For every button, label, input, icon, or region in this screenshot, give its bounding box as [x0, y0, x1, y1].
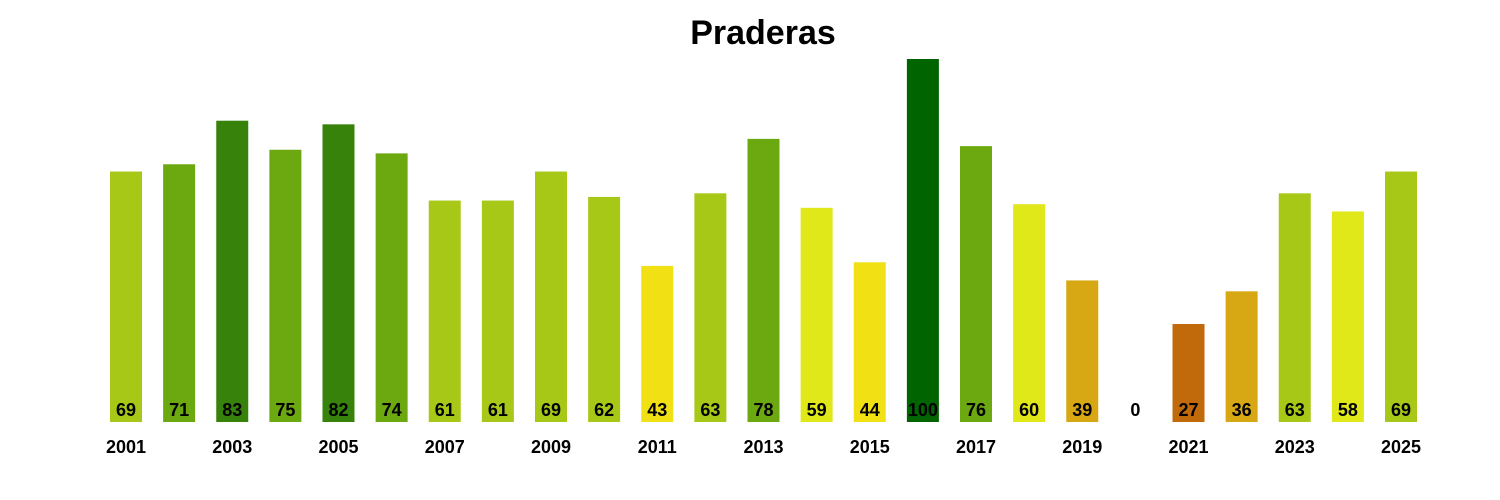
- bar-2016: [906, 59, 939, 422]
- value-label-2022: 36: [1232, 400, 1252, 420]
- value-label-2005: 82: [328, 400, 348, 420]
- value-label-2020: 0: [1130, 400, 1140, 420]
- value-label-2019: 39: [1072, 400, 1092, 420]
- value-label-2024: 58: [1338, 400, 1358, 420]
- value-label-2009: 69: [541, 400, 561, 420]
- bar-2023: [1278, 193, 1311, 422]
- x-tick-label-2005: 2005: [318, 437, 358, 457]
- bar-2008: [481, 200, 514, 422]
- chart-title: Praderas: [690, 14, 836, 52]
- bar-2022: [1225, 291, 1258, 422]
- bar-2018: [1013, 204, 1046, 422]
- bar-2005: [322, 124, 355, 422]
- x-tick-label-2025: 2025: [1381, 437, 1421, 457]
- bar-2009: [535, 171, 567, 422]
- x-tick-label-2013: 2013: [743, 437, 783, 457]
- value-label-2018: 60: [1019, 400, 1039, 420]
- value-label-2015: 44: [860, 400, 880, 420]
- value-label-2012: 63: [700, 400, 720, 420]
- value-label-2004: 75: [275, 400, 295, 420]
- bar-2001: [110, 171, 142, 422]
- x-tick-label-2001: 2001: [106, 437, 146, 457]
- bar-2003: [216, 120, 249, 423]
- value-label-2016: 100: [908, 400, 938, 420]
- value-label-2001: 69: [116, 400, 136, 420]
- bar-2015: [853, 262, 886, 422]
- bar-2021: [1172, 323, 1205, 422]
- x-tick-label-2023: 2023: [1275, 437, 1315, 457]
- x-tick-label-2007: 2007: [425, 437, 465, 457]
- value-label-2011: 43: [647, 400, 667, 420]
- value-label-2002: 71: [169, 400, 189, 420]
- bar-2011: [641, 265, 674, 422]
- bar-2007: [428, 200, 461, 422]
- value-label-2007: 61: [435, 400, 455, 420]
- value-label-2010: 62: [594, 400, 614, 420]
- bar-2013: [747, 138, 780, 423]
- value-label-2023: 63: [1285, 400, 1305, 420]
- bar-2010: [588, 196, 621, 422]
- bar-2024: [1331, 211, 1364, 422]
- bars-group: [110, 59, 1417, 423]
- value-label-2003: 83: [222, 400, 242, 420]
- x-tick-label-2015: 2015: [850, 437, 890, 457]
- x-tick-label-2009: 2009: [531, 437, 571, 457]
- value-label-2014: 59: [807, 400, 827, 420]
- bar-2002: [163, 164, 196, 422]
- x-axis-tick-labels: 2001 2003 2005 2007 2009 2011 2013 2015 2017 2019…: [106, 437, 1421, 457]
- bar-2019: [1066, 280, 1099, 422]
- bar-2006: [375, 153, 408, 422]
- x-tick-label-2011: 2011: [638, 437, 677, 457]
- value-label-2006: 74: [382, 400, 402, 420]
- bar-2014: [800, 207, 833, 422]
- value-label-2025: 69: [1391, 400, 1411, 420]
- value-label-2021: 27: [1178, 400, 1198, 420]
- bar-2017: [960, 146, 992, 422]
- x-tick-label-2021: 2021: [1168, 437, 1208, 457]
- x-tick-label-2003: 2003: [212, 437, 252, 457]
- x-tick-label-2017: 2017: [956, 437, 996, 457]
- bar-2004: [269, 149, 302, 422]
- value-label-2013: 78: [753, 400, 773, 420]
- value-label-2008: 61: [488, 400, 508, 420]
- bar-2012: [694, 193, 727, 422]
- x-tick-label-2019: 2019: [1062, 437, 1102, 457]
- value-labels-group: 69 71 83 75 82 74 61 61 69 62 43 63 78 59 44 100 76 60 39 0…: [116, 400, 1411, 420]
- value-label-2017: 76: [966, 400, 986, 420]
- bar-2025: [1385, 171, 1417, 422]
